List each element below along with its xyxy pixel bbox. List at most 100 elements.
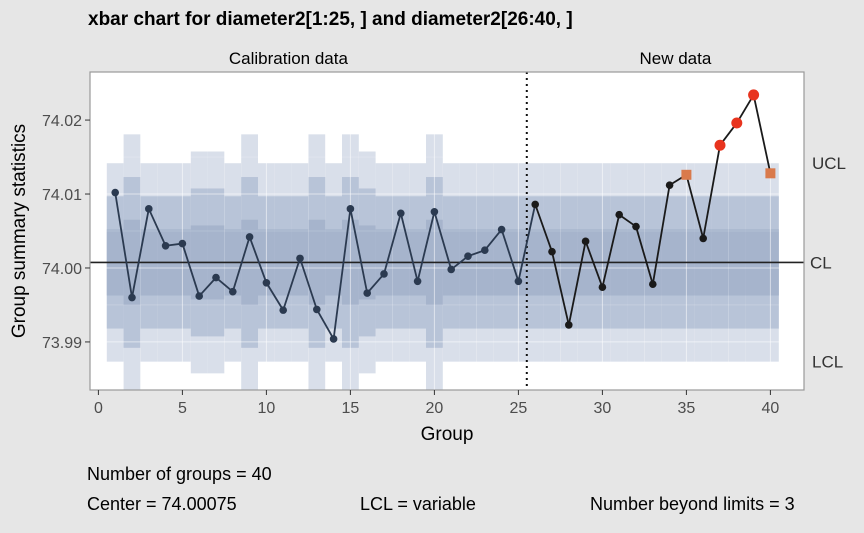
series-segment [567,241,587,326]
y-tick-label: 73.99 [42,335,82,352]
series-segment [383,213,402,275]
series-segment [584,241,604,288]
plot-border [89,71,805,391]
data-point [699,234,707,243]
data-points [111,89,776,343]
series-segment [332,208,352,340]
series-segment [198,276,217,297]
x-tick-label: 15 [342,400,360,417]
series-segment [534,204,553,253]
y-axis-title: Group summary statistics [9,124,30,338]
data-point [212,273,220,282]
series-segment [635,226,654,285]
x-axis-title: Group [421,424,474,445]
data-point [279,306,288,314]
data-point [363,289,372,297]
series-segment [416,211,436,282]
series-segment [316,308,335,340]
x-tick-label: 40 [762,400,780,417]
data-point [413,277,422,286]
series-segment [231,236,251,292]
series-segment [433,211,453,270]
data-point [531,200,539,209]
series-segment [484,228,503,251]
series-segment [399,213,419,282]
data-point [397,209,405,218]
data-point [514,277,523,286]
series-segment [265,282,284,311]
data-point [665,181,674,189]
data-point [430,207,439,216]
x-tick-label: 0 [94,400,103,417]
data-point [195,292,203,300]
x-tick-label: 10 [258,400,276,417]
x-tick-label: 5 [178,400,187,417]
y-tick-label: 74.00 [42,261,82,278]
y-axis-ticks: 73.99 74.00 74.01 74.02 [42,113,90,352]
series-segment [181,243,201,297]
chart-title: xbar chart for diameter2[1:25, ] and dia… [88,9,573,30]
cl-label: CL [810,253,832,272]
series-segment [114,192,133,298]
x-axis-ticks: 0 5 10 15 20 25 30 35 40 [94,390,779,417]
series-segment [551,251,570,326]
violating-run-point [714,139,726,151]
data-point [464,252,472,260]
data-point [565,321,573,329]
section-label-new: New data [639,49,711,68]
data-point [615,210,623,219]
x-tick-label: 25 [510,400,528,417]
data-point [497,225,506,234]
data-point [481,246,489,255]
violating-run-point [748,89,760,101]
data-point [380,270,388,278]
data-point [447,265,456,274]
series-segment [248,236,268,284]
series-segment [131,208,150,298]
data-point [329,335,338,343]
violating-run-point [731,117,743,129]
x-tick-label: 35 [678,400,696,417]
data-point [649,280,657,289]
data-point [548,247,556,256]
series-segment [366,273,385,294]
grid-lines [90,72,804,390]
series-segment [685,174,705,239]
footer-center: Center = 74.00075 [87,494,237,514]
data-point [581,237,590,246]
series-segment [147,208,167,247]
series-segment [349,208,369,294]
series-segment [702,145,721,239]
data-point [313,305,321,314]
series-segment [651,184,671,285]
footer-number-of-groups: Number of groups = 40 [87,464,272,484]
data-point [178,239,187,248]
data-point [145,205,153,213]
x-tick-label: 30 [594,400,612,417]
series-segment [299,258,318,310]
data-point [245,233,254,241]
data-point [632,222,640,231]
data-point [111,188,119,197]
series-segment [752,94,772,174]
beyond-limits-point [765,168,776,179]
data-point [346,205,355,213]
ucl-label: UCL [812,154,846,173]
section-label-calibration: Calibration data [229,49,349,68]
lcl-label: LCL [812,353,843,372]
beyond-limits-point [681,169,692,180]
series-segment [500,229,520,282]
data-point [128,293,136,302]
y-tick-label: 74.02 [42,113,82,130]
footer-beyond-limits: Number beyond limits = 3 [590,494,795,514]
footer-lcl: LCL = variable [360,494,476,514]
data-point [229,287,237,296]
series-segment [517,204,537,282]
x-tick-label: 20 [426,400,444,417]
series-segment [601,214,621,288]
data-point [296,254,304,263]
y-tick-label: 74.01 [42,187,82,204]
data-point [262,278,271,287]
